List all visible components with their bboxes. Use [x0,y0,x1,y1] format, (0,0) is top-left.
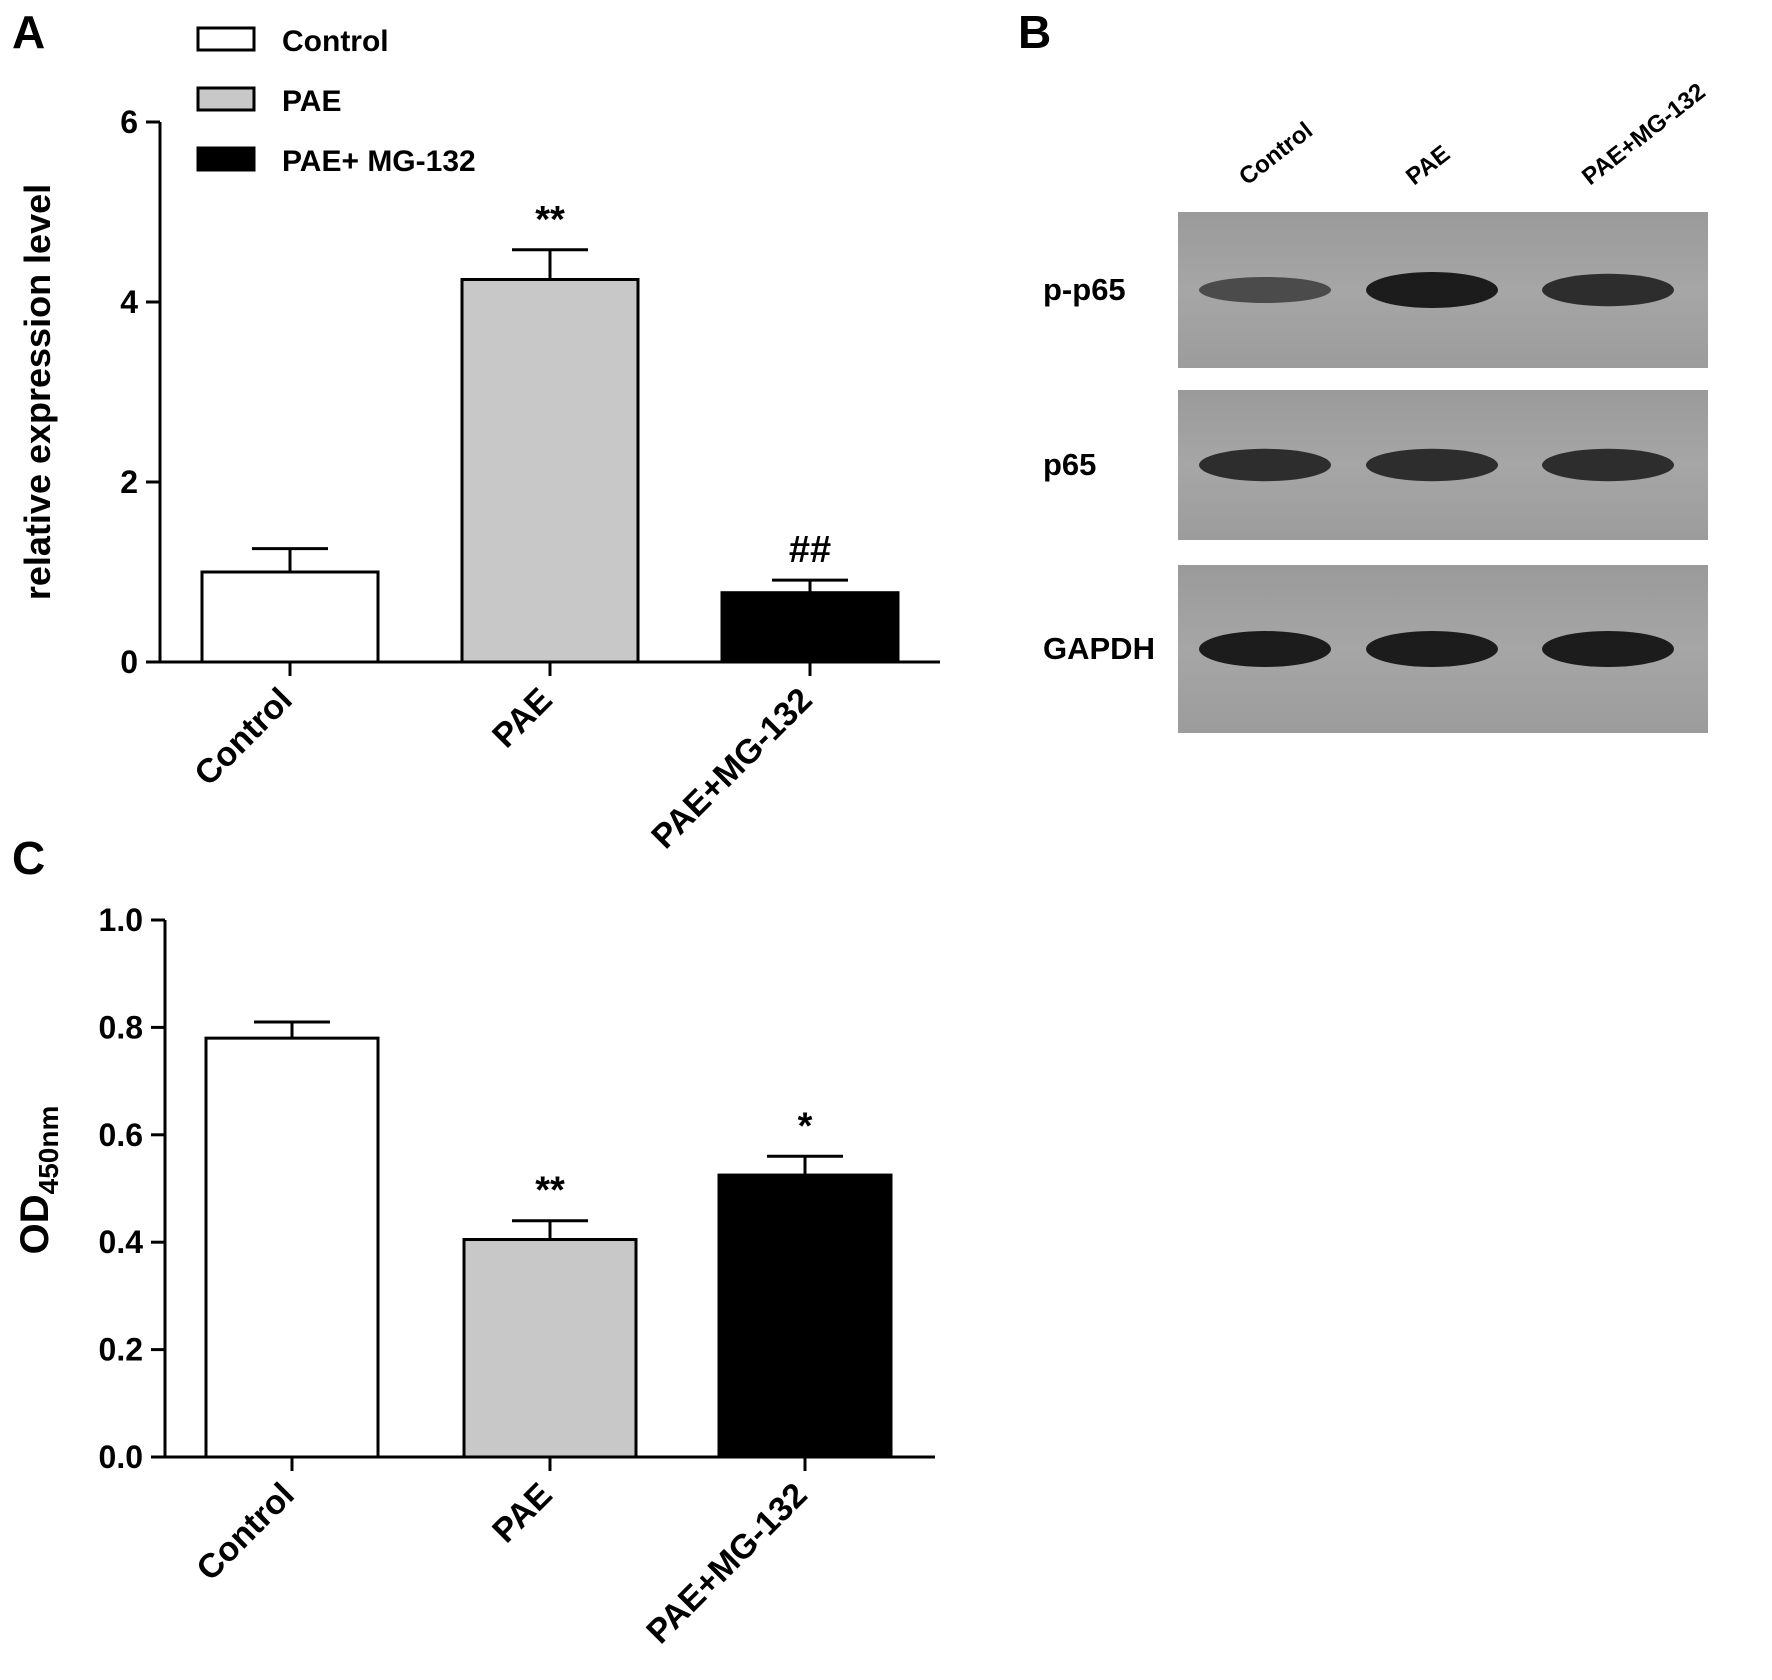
x-tick-label: PAE [485,681,560,756]
y-tick-label: 0.8 [99,1009,143,1045]
western-blot: Control PAE PAE+MG-132 p-p65 p65 GAPDH [1043,78,1711,733]
blot-band [1542,273,1674,307]
blot-band [1542,448,1674,482]
y-tick-label: 1.0 [99,902,143,938]
blot-band [1366,631,1498,667]
blot-band [1199,276,1331,304]
legend-swatch-pae [196,86,256,112]
bar [720,591,900,664]
blot-row-label: p65 [1043,447,1096,482]
x-tick-label: Control [189,1476,301,1588]
y-tick-label: 0.4 [99,1224,144,1260]
chart-a-y-label: relative expression level [17,184,58,600]
y-tick-label: 2 [120,464,138,500]
x-tick-label: Control [187,681,299,793]
significance-label: * [798,1105,813,1147]
panel-c-letter: C [12,832,45,884]
blot-band [1366,448,1498,482]
panel-a-letter: A [12,6,45,58]
chart-a-y-ticks: 0 2 4 6 [120,104,160,680]
x-tick-label: PAE+MG-132 [639,1476,814,1651]
blot-band [1366,272,1498,308]
bar [204,1036,380,1459]
significance-label: ** [535,1170,565,1212]
blot-lane-label: PAE [1401,140,1455,191]
blot-band [1199,448,1331,482]
chart-c-y-label-main: OD [13,1194,57,1254]
blot-band [1199,631,1331,667]
x-tick-label: PAE [485,1476,560,1551]
bar [460,278,640,664]
y-tick-label: 0.2 [99,1332,143,1368]
significance-label: ## [789,529,831,571]
blot-band [1542,631,1674,667]
y-tick-label: 0 [120,644,138,680]
panel-b-letter: B [1018,6,1051,58]
chart-c-bars: Control PAE ** PAE+MG-132 * [189,1020,893,1651]
bar [462,1238,638,1459]
chart-a-bars: Control PAE ** PAE+MG-132 ## [187,199,900,856]
chart-c-y-label: OD450nm [13,1106,64,1255]
y-tick-label: 4 [120,284,138,320]
legend-swatch-pae-mg132 [196,146,256,172]
legend-label-pae-mg132: PAE+ MG-132 [282,145,476,178]
legend-swatch-control [196,26,256,52]
legend-label-pae: PAE [282,85,341,118]
y-tick-label: 6 [120,104,138,140]
legend-label-control: Control [282,25,389,58]
blot-lane-label: Control [1234,117,1318,191]
blot-row-label: p-p65 [1043,272,1126,307]
y-tick-label: 0.0 [99,1439,143,1475]
significance-label: ** [535,199,565,241]
chart-c-axes: OD450nm [13,920,935,1459]
chart-c-y-label-sub: 450nm [33,1106,64,1195]
y-tick-label: 0.6 [99,1117,143,1153]
chart-c-y-ticks: 0.0 0.2 0.4 0.6 0.8 1.0 [99,902,165,1475]
blot-row-label: GAPDH [1043,631,1155,666]
x-tick-label: PAE+MG-132 [644,681,819,856]
bar [200,570,380,664]
bar [717,1173,893,1459]
legend: Control PAE PAE+ MG-132 [196,25,476,178]
blot-lane-label: PAE+MG-132 [1577,78,1710,191]
